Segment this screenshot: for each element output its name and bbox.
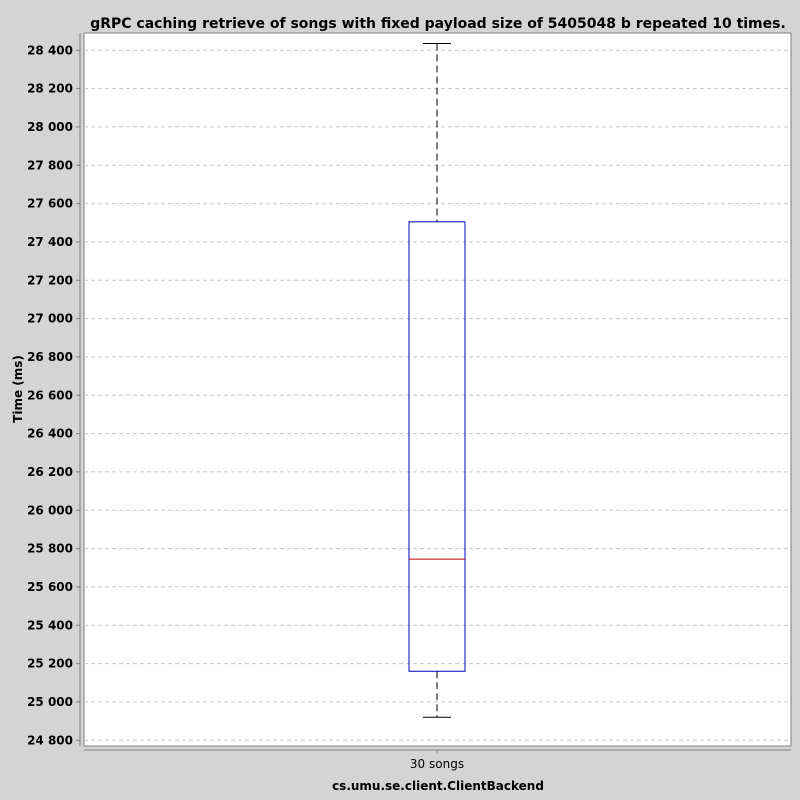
y-tick-label: 24 800 — [27, 733, 73, 747]
y-tick-label: 26 400 — [27, 427, 73, 441]
y-tick-label: 27 000 — [27, 312, 73, 326]
y-axis-title: Time (ms) — [11, 355, 25, 423]
x-category-label: 30 songs — [410, 757, 464, 771]
y-tick-label: 25 000 — [27, 695, 73, 709]
iqr-box — [408, 221, 466, 672]
y-tick-label: 25 400 — [27, 618, 73, 632]
y-tick-label: 28 200 — [27, 82, 73, 96]
y-tick-label: 27 200 — [27, 273, 73, 287]
y-axis: 24 800 25 000 25 200 25 400 25 600 25 800 26 0… — [27, 33, 81, 747]
y-tick-label: 26 000 — [27, 503, 73, 517]
boxes — [408, 43, 466, 718]
y-tick-label: 26 200 — [27, 465, 73, 479]
y-tick-label: 28 000 — [27, 120, 73, 134]
x-axis-title: cs.umu.se.client.ClientBackend — [332, 779, 544, 793]
y-tick-label: 28 400 — [27, 43, 73, 57]
y-tick-label: 27 800 — [27, 158, 73, 172]
plot-area — [83, 32, 792, 747]
y-tick-label: 25 200 — [27, 657, 73, 671]
y-tick-label: 27 400 — [27, 235, 73, 249]
y-tick-label: 25 600 — [27, 580, 73, 594]
y-tick-label: 26 600 — [27, 388, 73, 402]
y-tick-label: 27 600 — [27, 197, 73, 211]
x-axis: 30 songs — [410, 750, 464, 771]
y-tick-label: 25 800 — [27, 542, 73, 556]
y-tick-label: 26 800 — [27, 350, 73, 364]
chart-title: gRPC caching retrieve of songs with fixe… — [90, 16, 786, 32]
